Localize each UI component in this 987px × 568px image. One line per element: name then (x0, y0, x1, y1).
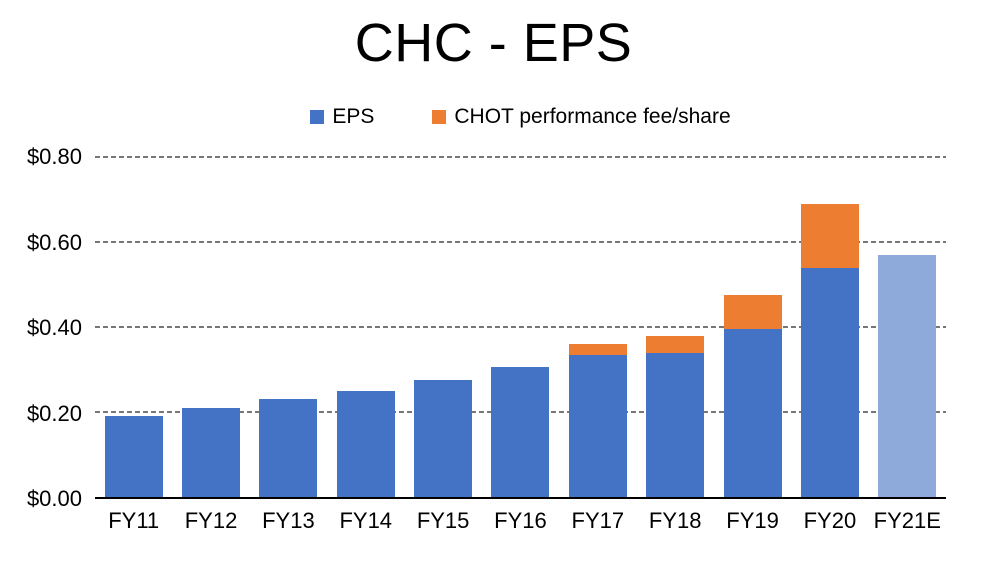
x-axis-labels: FY11 FY12 FY13 FY14 FY15 FY16 FY17 FY18 FY19 FY20… (95, 508, 946, 534)
legend-item-0: EPS (310, 105, 374, 129)
bar-FY17 (559, 157, 636, 497)
bar-segment-FY17 (568, 354, 627, 497)
y-axis-labels: $0.00 $0.20 $0.40 $0.60 $0.80 (0, 144, 82, 511)
x-tick-label-FY11: FY11 (108, 508, 160, 533)
chart-title: CHC - EPS (354, 13, 633, 73)
y-tick-label: $0.60 (26, 229, 82, 255)
x-tick-label-FY18: FY18 (648, 508, 702, 533)
gridline-0.60 (95, 241, 946, 243)
bar-slots (95, 157, 946, 497)
bar-FY16 (482, 157, 559, 497)
bar-FY11 (95, 157, 172, 497)
y-tick-label: $0.20 (26, 400, 82, 426)
legend-swatch-icon (310, 110, 325, 124)
bar-segment-FY20 (800, 267, 859, 497)
x-tick-label-FY21E: FY21E (873, 508, 941, 533)
y-tick-label: $0.00 (26, 486, 82, 511)
x-tick-label-FY19: FY19 (726, 508, 779, 533)
bar-segment-FY19 (723, 329, 782, 497)
x-tick-label-FY14: FY14 (339, 508, 393, 533)
bar-segment-FY18 (646, 352, 705, 497)
legend-label: CHOT performance fee/share (454, 105, 731, 128)
x-tick-label-FY12: FY12 (184, 508, 238, 533)
legend-swatch-icon (432, 110, 447, 124)
bar-FY15 (404, 157, 481, 497)
x-tick-label-FY17: FY17 (571, 508, 625, 533)
x-tick-label-FY16: FY16 (494, 508, 547, 533)
bar-FY20 (791, 157, 868, 497)
chart-legend: EPS CHOT performance fee/share (95, 103, 946, 131)
bar-FY19 (714, 157, 791, 497)
bar-segment-FY17 (568, 344, 627, 355)
bar-FY14 (327, 157, 404, 497)
bar-FY21E (869, 157, 946, 497)
bar-segment-FY11 (104, 416, 163, 497)
bar-segment-FY20 (800, 203, 859, 268)
bar-segment-FY13 (259, 399, 318, 497)
y-tick-label: $0.80 (26, 144, 82, 169)
x-tick-label-FY13: FY13 (262, 508, 315, 533)
bar-segment-FY18 (646, 335, 705, 353)
gridline-0.40 (95, 326, 946, 328)
gridline-0.80 (95, 156, 946, 158)
bar-segment-FY14 (336, 390, 395, 497)
bar-FY12 (172, 157, 249, 497)
bar-FY18 (637, 157, 714, 497)
bar-segment-FY16 (491, 367, 550, 497)
legend-item-1: CHOT performance fee/share (432, 105, 731, 129)
x-tick-label-FY20: FY20 (803, 508, 857, 533)
plot-area (95, 156, 946, 499)
bar-segment-FY21E (878, 254, 937, 497)
bar-FY13 (250, 157, 327, 497)
bar-segment-FY12 (182, 407, 241, 497)
bar-segment-FY19 (723, 295, 782, 330)
y-tick-label: $0.40 (26, 315, 82, 340)
x-tick-label-FY15: FY15 (416, 508, 470, 533)
bar-segment-FY15 (414, 380, 473, 497)
legend-label: EPS (332, 105, 375, 128)
